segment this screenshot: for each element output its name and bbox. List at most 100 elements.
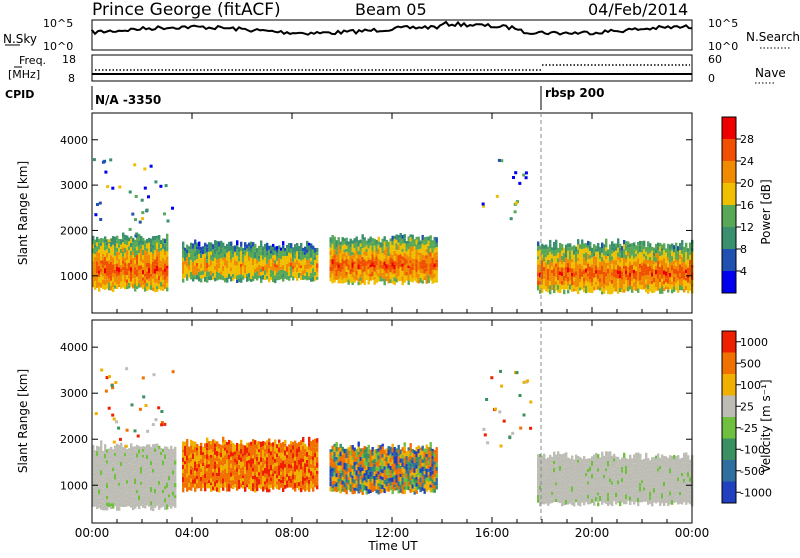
heatmap-cell [109, 158, 112, 161]
heatmap-cell [643, 241, 645, 246]
heatmap-cell [537, 242, 539, 247]
heatmap-cell [302, 437, 304, 442]
heatmap-cell [661, 291, 663, 294]
heatmap-cell [198, 242, 200, 247]
heatmap-cell [230, 242, 232, 247]
heatmap-cell [166, 257, 168, 262]
heatmap-cell [174, 498, 176, 502]
nsearch-tick-bottom: 10^0 [708, 40, 738, 53]
nsky-tick-bottom: 10^0 [43, 40, 73, 53]
heatmap-cell [567, 290, 569, 293]
heatmap-cell [378, 237, 380, 242]
heatmap-cell [316, 478, 318, 482]
heatmap-cell [236, 240, 238, 245]
heatmap-cell [667, 290, 669, 293]
heatmap-cell [316, 263, 318, 268]
power-colorbar-label: Power [dB] [759, 179, 773, 244]
heatmap-cell [404, 234, 406, 239]
heatmap-cell [316, 252, 318, 255]
heatmap-cell [99, 202, 102, 205]
heatmap-cell [174, 457, 176, 460]
heatmap-cell [166, 241, 168, 246]
colorbar-tick-label: 4 [740, 265, 747, 278]
heatmap-cell [436, 467, 438, 471]
colorbar-tick-label: 8 [740, 243, 747, 256]
y-tick-label: 3000 [60, 179, 88, 192]
heatmap-cell [316, 457, 318, 462]
heatmap-cell [166, 277, 168, 280]
heatmap-cell [166, 266, 168, 269]
nsky-tick-top: 10^5 [43, 17, 73, 30]
heatmap-cell [316, 248, 318, 252]
heatmap-cell [118, 508, 120, 511]
heatmap-cell [316, 452, 318, 457]
heatmap-cell [436, 271, 438, 276]
heatmap-cell [254, 244, 256, 249]
heatmap-cell [436, 252, 438, 256]
heatmap-cell [284, 444, 286, 447]
heatmap-cell [605, 244, 607, 248]
heatmap-cell [422, 281, 424, 284]
heatmap-cell [384, 283, 386, 286]
heatmap-cell [549, 290, 551, 295]
heatmap-cell [416, 490, 418, 494]
heatmap-cell [272, 244, 274, 247]
colorbar-swatch [722, 183, 736, 205]
heatmap-cell [364, 237, 366, 240]
date-title: 04/Feb/2014 [588, 0, 688, 19]
heatmap-cell [368, 281, 370, 284]
colorbar-tick-label: 20 [740, 177, 754, 190]
heatmap-cell [141, 217, 144, 220]
heatmap-cell [404, 447, 406, 451]
heatmap-cell [129, 191, 132, 194]
heatmap-cell [166, 283, 168, 287]
heatmap-cell [498, 159, 501, 162]
heatmap-cell [274, 440, 276, 445]
heatmap-cell [617, 238, 619, 243]
heatmap-cell [685, 243, 687, 247]
heatmap-cell [152, 508, 154, 511]
heatmap-cell [268, 438, 270, 441]
nave-tick-bottom: 0 [708, 72, 715, 85]
heatmap-cell [133, 163, 136, 166]
nave-tick-top: 60 [708, 53, 722, 66]
cpid-second: rbsp 200 [545, 86, 604, 100]
heatmap-cell [681, 240, 683, 245]
heatmap-cell [336, 442, 338, 447]
colorbar-swatch [722, 271, 736, 293]
heatmap-cell [571, 456, 573, 459]
colorbar-swatch [722, 139, 736, 161]
heatmap-cell [174, 470, 176, 474]
heatmap-cell [103, 160, 106, 163]
heatmap-cell [436, 482, 438, 485]
colorbar-swatch [722, 161, 736, 183]
heatmap-cell [436, 459, 438, 463]
heatmap-cell [158, 235, 160, 240]
heatmap-cell [93, 158, 96, 161]
heatmap-cell [316, 485, 318, 489]
heatmap-cell [174, 503, 176, 508]
freq-tick-bottom: 8 [68, 72, 75, 85]
heatmap-cell [354, 491, 356, 494]
heatmap-cell [174, 474, 176, 478]
heatmap-cell [577, 239, 579, 244]
heatmap-cell [316, 438, 318, 443]
heatmap-cell [135, 233, 138, 236]
heatmap-cell [284, 440, 286, 444]
heatmap-cell [312, 488, 314, 492]
heatmap-cell [436, 454, 438, 459]
heatmap-cell [104, 444, 106, 448]
heatmap-cell [436, 259, 438, 262]
heatmap-cell [174, 487, 176, 492]
station-title: Prince George (fitACF) [92, 0, 281, 20]
heatmap-cell [144, 505, 146, 508]
heatmap-cell [436, 279, 438, 283]
heatmap-cell [436, 247, 438, 252]
heatmap-cell [174, 478, 176, 483]
heatmap-cell [134, 218, 137, 221]
heatmap-cell [436, 478, 438, 482]
heatmap-cell [166, 273, 168, 277]
nsky-panel: N.Sky 10^5 10^0 10^5 10^0 N.Search [3, 17, 800, 53]
heatmap-cell [663, 243, 665, 247]
